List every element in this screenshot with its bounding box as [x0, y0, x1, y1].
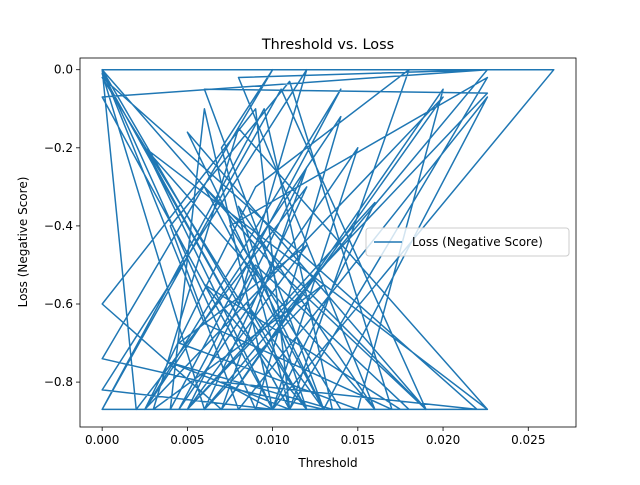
x-tick-label: 0.015 — [341, 433, 375, 447]
y-tick-label: −0.8 — [44, 375, 73, 389]
legend-box — [365, 227, 570, 257]
chart-title: Threshold vs. Loss — [261, 37, 394, 53]
y-tick-label: −0.4 — [44, 219, 73, 233]
x-tick-label: 0.000 — [85, 433, 119, 447]
y-axis-label: Loss (Negative Score) — [16, 177, 30, 308]
legend: Loss (Negative Score) — [365, 227, 570, 257]
y-tick-label: 0.0 — [54, 63, 73, 77]
legend-label: Loss (Negative Score) — [412, 235, 543, 249]
x-axis: 0.000 0.005 0.010 0.015 0.020 0.025 — [85, 427, 545, 447]
x-axis-label: Threshold — [297, 456, 357, 470]
y-tick-label: −0.6 — [44, 297, 73, 311]
x-tick-label: 0.020 — [426, 433, 460, 447]
series-line-0 — [101, 68, 555, 411]
y-tick-label: −0.2 — [44, 141, 73, 155]
x-tick-label: 0.025 — [511, 433, 545, 447]
x-tick-label: 0.005 — [170, 433, 204, 447]
x-tick-label: 0.010 — [255, 433, 289, 447]
plot-layer — [101, 68, 555, 411]
plot-frame — [79, 57, 577, 428]
y-axis: 0.0 −0.2 −0.4 −0.6 −0.8 — [44, 63, 80, 389]
